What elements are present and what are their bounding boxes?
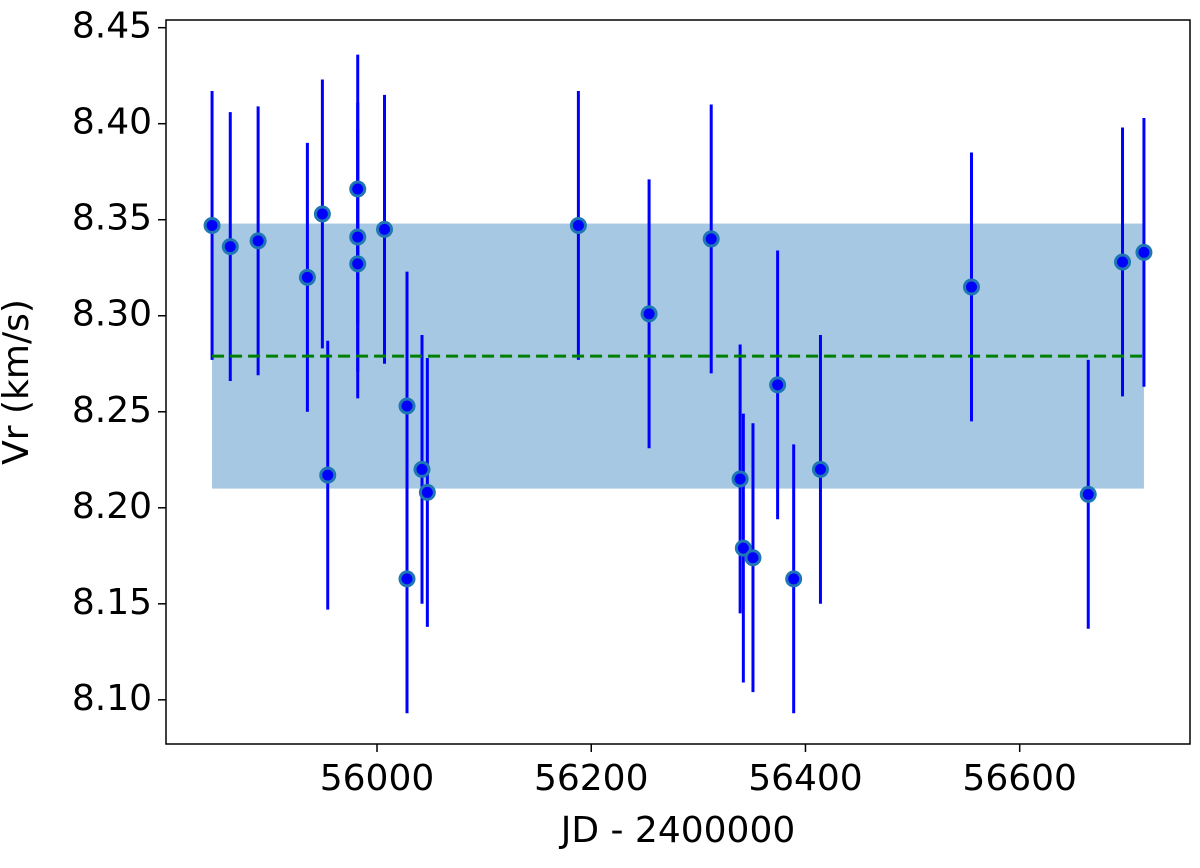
data-point	[319, 466, 337, 484]
data-point	[569, 216, 587, 234]
x-tick-label: 56400	[748, 758, 863, 799]
y-tick-label: 8.10	[72, 678, 152, 719]
data-point	[398, 397, 416, 415]
data-point	[744, 549, 762, 567]
data-point	[298, 268, 316, 286]
data-point	[413, 460, 431, 478]
data-point	[398, 570, 416, 588]
data-point	[249, 232, 267, 250]
data-point	[702, 230, 720, 248]
y-tick-label: 8.25	[72, 390, 152, 431]
y-axis-label: Vr (km/s)	[0, 299, 37, 465]
data-point	[203, 216, 221, 234]
data-point	[640, 305, 658, 323]
y-tick-label: 8.15	[72, 582, 152, 623]
data-point	[811, 460, 829, 478]
data-point	[313, 205, 331, 223]
data-point	[376, 220, 394, 238]
data-point	[1114, 253, 1132, 271]
y-tick-label: 8.40	[72, 102, 152, 143]
x-axis-label: JD - 2400000	[559, 810, 796, 851]
data-point	[349, 180, 367, 198]
x-tick-label: 56000	[320, 758, 435, 799]
data-point	[734, 539, 752, 557]
data-point	[349, 255, 367, 273]
data-point	[731, 470, 749, 488]
y-tick-label: 8.30	[72, 294, 152, 335]
y-tick-label: 8.35	[72, 198, 152, 239]
data-point	[769, 376, 787, 394]
x-tick-label: 56200	[534, 758, 649, 799]
data-point	[785, 570, 803, 588]
data-point	[1079, 485, 1097, 503]
data-point	[221, 238, 239, 256]
data-point	[418, 483, 436, 501]
x-tick-label: 56600	[962, 758, 1077, 799]
y-tick-label: 8.45	[72, 6, 152, 47]
data-point	[349, 228, 367, 246]
plot-frame	[165, 19, 1191, 745]
data-point	[1135, 243, 1153, 261]
y-tick-label: 8.20	[72, 486, 152, 527]
data-point	[962, 278, 980, 296]
